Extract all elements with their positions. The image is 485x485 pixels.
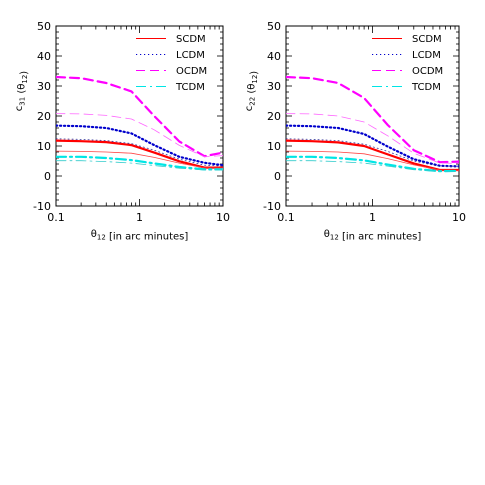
series-line-lcdm bbox=[286, 138, 459, 168]
y-tick-label: 20 bbox=[267, 110, 281, 123]
y-tick-label: 0 bbox=[274, 170, 281, 183]
series-line-ocdm bbox=[286, 113, 459, 164]
x-axis-label: θ12 [in arc minutes] bbox=[91, 229, 189, 243]
legend: SCDM LCDM OCDM TCDM bbox=[136, 34, 207, 93]
series-line-tcdm bbox=[56, 160, 223, 171]
series-line-tcdm bbox=[286, 160, 459, 172]
series-line-lcdm bbox=[56, 124, 223, 167]
legend-label-scdm: SCDM bbox=[176, 34, 206, 45]
y-tick-label: 30 bbox=[267, 80, 281, 93]
y-tick-label: 40 bbox=[267, 50, 281, 63]
series-line-scdm bbox=[286, 150, 459, 171]
x-tick-label: 0.1 bbox=[47, 211, 65, 224]
series-group bbox=[286, 75, 459, 173]
y-tick-label: -10 bbox=[263, 200, 281, 213]
x-tick-label: 10 bbox=[452, 211, 466, 224]
series-line-ocdm bbox=[286, 75, 459, 164]
legend-label-ocdm: OCDM bbox=[176, 66, 207, 77]
chart-panel-1: -10 0 10 20 30 40 50 0.1 1 10 θ12 [in arc minutes]… bbox=[14, 20, 230, 243]
x-tick-label: 1 bbox=[369, 211, 376, 224]
y-tick-label: 40 bbox=[37, 50, 51, 63]
y-tick-label: 10 bbox=[267, 140, 281, 153]
y-tick-label: 10 bbox=[37, 140, 51, 153]
series-line-ocdm bbox=[56, 113, 223, 158]
legend-label-lcdm: LCDM bbox=[176, 50, 205, 61]
y-axis-label: c31 (θ12) bbox=[14, 71, 30, 112]
x-tick-label: 1 bbox=[136, 211, 143, 224]
y-tick-label: 0 bbox=[44, 170, 51, 183]
y-tick-label: 20 bbox=[37, 110, 51, 123]
series-line-tcdm bbox=[56, 155, 223, 171]
series-line-lcdm bbox=[56, 138, 223, 167]
series-line-ocdm bbox=[56, 75, 223, 158]
legend-label-tcdm: TCDM bbox=[175, 82, 205, 93]
series-line-scdm bbox=[56, 150, 223, 169]
legend-label-lcdm: LCDM bbox=[412, 50, 441, 61]
series-line-scdm bbox=[56, 139, 223, 169]
series-group bbox=[56, 75, 223, 171]
y-tick-label: 50 bbox=[37, 20, 51, 33]
y-axis-label: c22 (θ12) bbox=[244, 71, 260, 112]
y-tick-label: 50 bbox=[267, 20, 281, 33]
x-tick-label: 10 bbox=[216, 211, 230, 224]
legend-label-ocdm: OCDM bbox=[412, 66, 443, 77]
chart-panel-2: -10 0 10 20 30 40 50 0.1 1 10 θ12 [in arc minutes]… bbox=[244, 20, 466, 243]
series-line-lcdm bbox=[286, 124, 459, 168]
legend-label-tcdm: TCDM bbox=[411, 82, 441, 93]
legend: SCDM LCDM OCDM TCDM bbox=[372, 34, 443, 93]
x-tick-label: 0.1 bbox=[277, 211, 295, 224]
y-tick-label: -10 bbox=[33, 200, 51, 213]
x-axis-label: θ12 [in arc minutes] bbox=[324, 229, 422, 243]
y-tick-label: 30 bbox=[37, 80, 51, 93]
legend-label-scdm: SCDM bbox=[412, 34, 442, 45]
